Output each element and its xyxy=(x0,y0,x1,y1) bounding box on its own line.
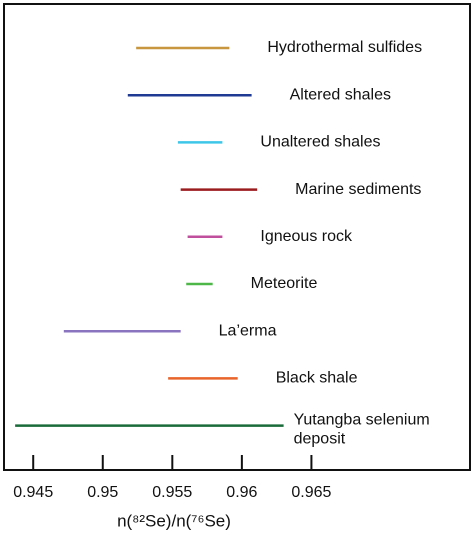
plot-frame xyxy=(3,3,471,471)
category-label: Altered shales xyxy=(290,86,391,103)
x-tick-label: 0.945 xyxy=(13,484,53,501)
x-tick-label: 0.96 xyxy=(226,484,257,501)
category-label: Hydrothermal sulfides xyxy=(267,39,422,56)
x-tick-label: 0.965 xyxy=(291,484,331,501)
category-label: Marine sediments xyxy=(295,181,421,198)
category-label: Igneous rock xyxy=(260,228,353,245)
x-tick-label: 0.95 xyxy=(87,484,118,501)
category-label: Meteorite xyxy=(251,275,318,292)
category-label: La’erma xyxy=(219,322,277,339)
category-label: Yutangba selenium deposit xyxy=(294,412,430,448)
category-label: Black shale xyxy=(276,370,358,387)
x-axis-label: n(⁸²Se)/n(⁷⁶Se) xyxy=(117,511,231,530)
category-label: Unaltered shales xyxy=(260,134,380,151)
x-tick-label: 0.955 xyxy=(152,484,192,501)
